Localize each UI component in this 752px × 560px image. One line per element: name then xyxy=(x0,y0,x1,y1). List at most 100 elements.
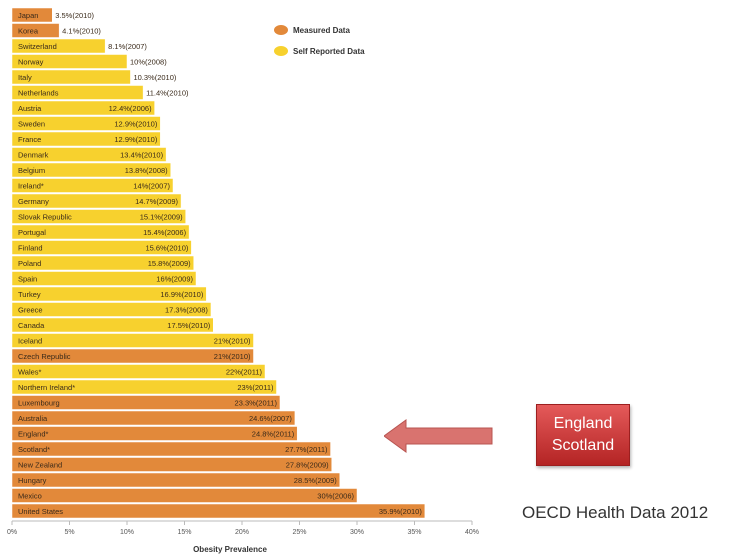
bar-austria xyxy=(11,100,155,116)
bar-value-label: 35.9%(2010) xyxy=(379,507,422,516)
bar-country-label: Australia xyxy=(18,414,48,423)
x-tick-label: 30% xyxy=(350,529,364,536)
bar-switzerland xyxy=(11,38,106,54)
bar-country-label: Iceland xyxy=(18,337,42,346)
bar-country-label: Denmark xyxy=(18,151,49,160)
callout-line-scotland: Scotland xyxy=(551,437,615,454)
bar-country-label: Finland xyxy=(18,244,43,253)
bar-wales xyxy=(11,364,266,379)
left-arrow-icon xyxy=(384,419,493,453)
bar-country-label: Portugal xyxy=(18,228,46,237)
bar-value-label: 3.5%(2010) xyxy=(55,11,94,20)
bar-country-label: England* xyxy=(18,430,49,439)
bar-ireland xyxy=(11,178,174,193)
bar-australia xyxy=(11,410,296,426)
bar-korea xyxy=(11,23,60,38)
bar-country-label: Sweden xyxy=(18,120,45,129)
x-tick-label: 15% xyxy=(177,529,191,536)
bar-value-label: 12.9%(2010) xyxy=(114,135,157,144)
bar-value-label: 13.8%(2008) xyxy=(125,166,168,175)
bar-value-label: 24.8%(2011) xyxy=(252,430,295,439)
bar-poland xyxy=(11,255,194,271)
bar-spain xyxy=(11,271,197,286)
bar-italy xyxy=(11,69,131,85)
bar-country-label: Northern Ireland* xyxy=(18,383,75,392)
bar-value-label: 30%(2006) xyxy=(317,492,354,501)
bars-layer: Japan 3.5%(2010) Korea 4.1%(2010) Switzerlan… xyxy=(11,7,426,519)
bar-value-label: 15.8%(2009) xyxy=(148,259,191,268)
bar-denmark xyxy=(11,147,167,162)
bar-value-label: 4.1%(2010) xyxy=(62,27,101,36)
bar-turkey xyxy=(11,286,207,302)
x-tick-label: 35% xyxy=(407,529,421,536)
bar-england xyxy=(11,426,298,441)
bar-scotland xyxy=(11,441,331,457)
bar-value-label: 12.4%(2006) xyxy=(109,104,152,113)
bar-belgium xyxy=(11,162,171,178)
bar-value-label: 10%(2008) xyxy=(130,58,167,67)
bar-czech-republic xyxy=(11,348,254,364)
legend-swatch-self-reported xyxy=(274,46,288,56)
bar-hungary xyxy=(11,472,340,488)
bar-country-label: Mexico xyxy=(18,492,42,501)
legend-label-measured: Measured Data xyxy=(293,26,350,35)
bar-iceland xyxy=(11,333,254,348)
bar-value-label: 16%(2009) xyxy=(156,275,193,284)
bar-value-label: 15.4%(2006) xyxy=(143,228,186,237)
bar-country-label: Italy xyxy=(18,73,32,82)
bar-new-zealand xyxy=(11,457,332,472)
bar-value-label: 22%(2011) xyxy=(226,368,263,377)
bar-country-label: Turkey xyxy=(18,290,41,299)
bar-country-label: Belgium xyxy=(18,166,45,175)
bar-country-label: Spain xyxy=(18,275,37,284)
x-tick-label: 25% xyxy=(292,529,306,536)
bar-country-label: Norway xyxy=(18,58,44,67)
x-tick-label: 40% xyxy=(465,529,479,536)
bar-country-label: Hungary xyxy=(18,476,47,485)
source-note: OECD Health Data 2012 xyxy=(522,503,709,522)
bar-norway xyxy=(11,54,128,69)
england-scotland-callout: England Scotland xyxy=(536,404,630,466)
x-tick-label: 10% xyxy=(120,529,134,536)
bar-finland xyxy=(11,240,192,255)
bar-country-label: Wales* xyxy=(18,368,42,377)
bar-slovak-republic xyxy=(11,209,186,224)
bar-country-label: Germany xyxy=(18,197,49,206)
bar-portugal xyxy=(11,224,190,240)
x-tick-label: 20% xyxy=(235,529,249,536)
bar-country-label: New Zealand xyxy=(18,461,62,470)
bar-value-label: 24.6%(2007) xyxy=(249,414,292,423)
bar-value-label: 15.6%(2010) xyxy=(145,244,188,253)
bar-united-states xyxy=(11,503,426,519)
bar-value-label: 17.3%(2008) xyxy=(165,306,208,315)
x-axis-title: Obesity Prevalence xyxy=(193,545,267,554)
bar-value-label: 10.3%(2010) xyxy=(133,73,176,82)
bar-country-label: Luxembourg xyxy=(18,399,60,408)
bar-value-label: 27.7%(2011) xyxy=(285,445,328,454)
x-tick-label: 0% xyxy=(7,529,17,536)
bar-country-label: Japan xyxy=(18,11,38,20)
bar-country-label: United States xyxy=(18,507,63,516)
bar-value-label: 21%(2010) xyxy=(214,352,251,361)
legend: Measured Data Self Reported Data xyxy=(274,25,365,56)
bar-country-label: Austria xyxy=(18,104,42,113)
bar-country-label: Czech Republic xyxy=(18,352,71,361)
bar-value-label: 21%(2010) xyxy=(214,337,251,346)
bar-greece xyxy=(11,302,212,317)
bar-value-label: 23%(2011) xyxy=(237,383,274,392)
bar-country-label: Switzerland xyxy=(18,42,57,51)
bar-country-label: Slovak Republic xyxy=(18,213,72,222)
bar-germany xyxy=(11,193,182,209)
bar-country-label: Scotland* xyxy=(18,445,50,454)
bar-value-label: 14%(2007) xyxy=(133,182,170,191)
bar-value-label: 13.4%(2010) xyxy=(120,151,163,160)
bar-value-label: 16.9%(2010) xyxy=(160,290,203,299)
bar-value-label: 8.1%(2007) xyxy=(108,42,147,51)
bar-value-label: 12.9%(2010) xyxy=(114,120,157,129)
bar-canada xyxy=(11,317,214,333)
bar-country-label: Ireland* xyxy=(18,182,44,191)
bar-country-label: Netherlands xyxy=(18,89,59,98)
legend-swatch-measured xyxy=(274,25,288,35)
legend-label-self-reported: Self Reported Data xyxy=(293,47,365,56)
